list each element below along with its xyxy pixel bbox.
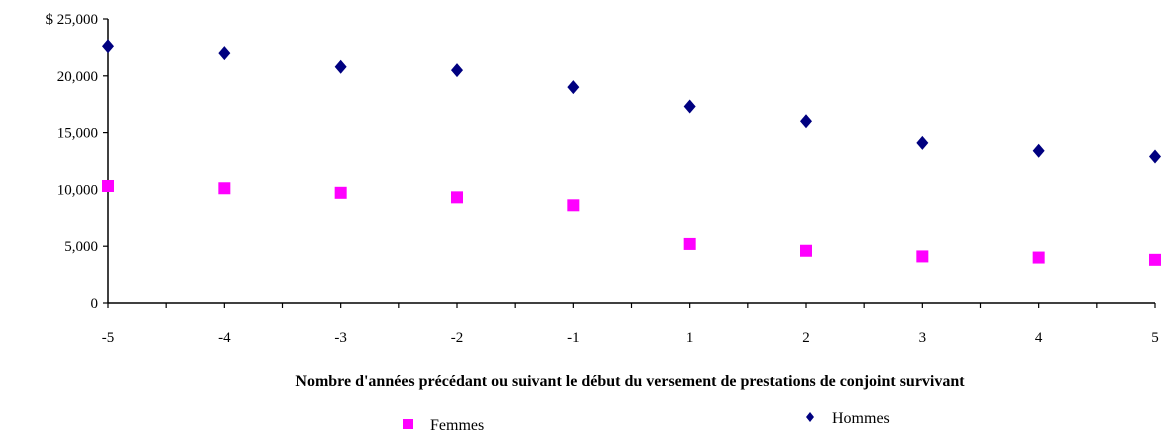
point-diamond [800,114,812,129]
point-diamond [451,63,463,78]
series-femmes [102,179,1161,266]
legend-label: Hommes [832,410,890,427]
series-hommes [102,39,1161,164]
x-tick-label: 4 [1035,330,1043,346]
legend-label: Femmes [430,417,484,434]
x-tick-label: -5 [102,330,115,346]
point-diamond [567,80,580,95]
point-diamond [1149,149,1161,164]
legend: Femmes Hommes [403,410,890,434]
x-tick-label: 1 [686,330,694,346]
point-diamond [916,135,929,150]
point-square [800,244,812,257]
point-diamond [102,39,114,54]
point-square [1149,253,1161,266]
point-square [451,191,463,204]
legend-swatch-diamond [806,412,814,422]
x-tick-label: -1 [567,330,580,346]
point-square [218,182,231,195]
axes [107,19,1155,304]
x-tick-label: 2 [802,330,810,346]
x-tick-label: -3 [334,330,347,346]
y-tick-label: 15,000 [57,126,98,142]
point-square [567,199,580,212]
y-tick-label: 0 [91,296,99,312]
point-square [916,250,929,263]
point-diamond [218,46,231,61]
point-diamond [1032,143,1045,158]
y-tick-label: $ 25,000 [46,12,99,28]
x-axis-ticks: -5 -4 -3 -2 -1 1 2 3 4 5 [102,303,1159,346]
point-square [1032,251,1045,264]
point-square [102,179,114,192]
data-points [102,39,1161,266]
x-tick-label: 5 [1151,330,1159,346]
y-tick-label: 20,000 [57,69,98,85]
x-tick-label: -2 [451,330,464,346]
point-diamond [334,59,347,74]
point-square [334,186,347,199]
x-axis-label: Nombre d'années précédant ou suivant le … [295,373,965,390]
x-tick-label: 3 [919,330,927,346]
point-diamond [683,99,696,114]
legend-swatch-square [403,419,413,429]
y-axis-ticks: 0 5,000 10,000 15,000 20,000 $ 25,000 [46,12,108,312]
y-tick-label: 5,000 [64,239,98,255]
y-tick-label: 10,000 [57,182,98,198]
point-square [683,237,696,250]
x-tick-label: -4 [218,330,231,346]
